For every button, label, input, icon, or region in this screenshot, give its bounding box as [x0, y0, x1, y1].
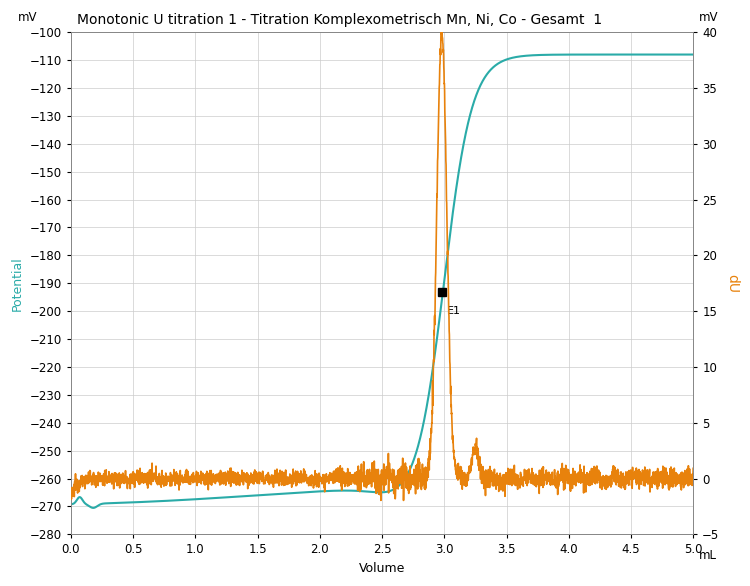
Text: mV: mV	[699, 11, 718, 24]
Y-axis label: Potential: Potential	[11, 256, 24, 311]
Text: Monotonic U titration 1 - Titration Komplexometrisch Mn, Ni, Co - Gesamt  1: Monotonic U titration 1 - Titration Komp…	[77, 13, 602, 27]
Text: mL: mL	[699, 549, 717, 563]
Y-axis label: dU: dU	[725, 274, 739, 293]
X-axis label: Volume: Volume	[358, 562, 405, 575]
Text: mV: mV	[18, 11, 38, 24]
Text: E1: E1	[447, 305, 460, 316]
